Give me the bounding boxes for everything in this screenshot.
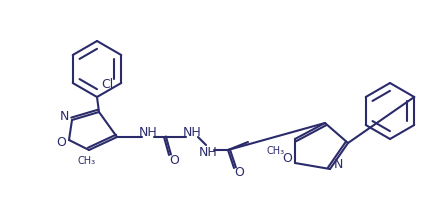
Text: NH: NH bbox=[198, 145, 217, 158]
Text: NH: NH bbox=[183, 126, 202, 139]
Text: O: O bbox=[234, 166, 244, 179]
Text: O: O bbox=[169, 154, 179, 166]
Text: O: O bbox=[56, 137, 66, 149]
Text: CH₃: CH₃ bbox=[78, 156, 96, 166]
Text: Cl: Cl bbox=[101, 78, 113, 91]
Text: O: O bbox=[282, 152, 292, 166]
Text: CH₃: CH₃ bbox=[267, 146, 285, 156]
Text: NH: NH bbox=[138, 126, 157, 139]
Text: N: N bbox=[333, 158, 343, 171]
Text: N: N bbox=[59, 110, 69, 124]
